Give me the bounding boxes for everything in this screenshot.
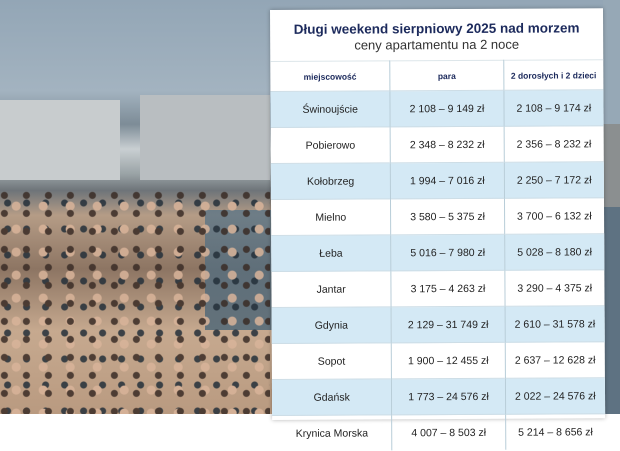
cell-town: Gdańsk <box>271 378 392 416</box>
building <box>140 95 270 180</box>
cell-family-price: 2 356 – 8 232 zł <box>503 125 604 163</box>
cell-town: Gdynia <box>271 306 392 344</box>
cell-town: Jantar <box>271 270 392 308</box>
table-row: Łeba 5 016 – 7 980 zł 5 028 – 8 180 zł <box>271 233 605 272</box>
cell-couple-price: 2 108 – 9 149 zł <box>390 90 504 127</box>
cell-family-price: 2 108 – 9 174 zł <box>503 89 604 127</box>
column-header-couple: para <box>390 60 504 91</box>
price-table-panel: Długi weekend sierpniowy 2025 nad morzem… <box>270 8 606 451</box>
table-title: Długi weekend sierpniowy 2025 nad morzem <box>293 20 580 37</box>
photo-edge <box>603 0 620 414</box>
table-row: Gdynia 2 129 – 31 749 zł 2 610 – 31 578 zł <box>271 305 605 344</box>
table-subtitle: ceny apartamentu na 2 noce <box>354 36 520 53</box>
table-row: Świnoujście 2 108 – 9 149 zł 2 108 – 9 174… <box>270 89 604 128</box>
table-row: Pobierowo 2 348 – 8 232 zł 2 356 – 8 232 z… <box>270 125 604 164</box>
building <box>0 100 120 180</box>
cell-family-price: 2 022 – 24 576 zł <box>505 377 606 415</box>
column-header-town: miejscowość <box>270 60 391 92</box>
cell-town: Świnoujście <box>270 90 391 128</box>
header-row: miejscowość para 2 dorosłych i 2 dzieci <box>270 59 604 92</box>
table-row: Gdańsk 1 773 – 24 576 zł 2 022 – 24 576 zł <box>271 377 606 416</box>
beach-crowd <box>0 190 270 414</box>
column-header-family: 2 dorosłych i 2 dzieci <box>503 59 604 91</box>
table-row: Sopot 1 900 – 12 455 zł 2 637 – 12 628 zł <box>271 341 605 380</box>
cell-family-price: 3 700 – 6 132 zł <box>504 197 605 235</box>
cell-couple-price: 2 129 – 31 749 zł <box>391 306 505 343</box>
cell-family-price: 3 290 – 4 375 zł <box>504 269 605 307</box>
cell-town: Pobierowo <box>270 126 391 164</box>
table-row: Jantar 3 175 – 4 263 zł 3 290 – 4 375 zł <box>271 269 605 308</box>
cell-couple-price: 3 580 – 5 375 zł <box>390 198 505 235</box>
cell-couple-price: 1 900 – 12 455 zł <box>391 342 506 379</box>
table-row: Mielno 3 580 – 5 375 zł 3 700 – 6 132 zł <box>270 197 605 236</box>
cell-family-price: 2 610 – 31 578 zł <box>504 305 605 343</box>
cell-family-price: 5 214 – 8 656 zł <box>505 413 606 450</box>
table-row: Kołobrzeg 1 994 – 7 016 zł 2 250 – 7 172 z… <box>270 161 604 200</box>
price-table: miejscowość para 2 dorosłych i 2 dzieci … <box>270 59 606 451</box>
cell-family-price: 5 028 – 8 180 zł <box>504 233 605 271</box>
cell-town: Sopot <box>271 342 392 380</box>
cell-town: Mielno <box>270 198 392 236</box>
cell-couple-price: 1 994 – 7 016 zł <box>390 162 505 199</box>
cell-family-price: 2 637 – 12 628 zł <box>504 341 605 379</box>
cell-couple-price: 5 016 – 7 980 zł <box>391 234 505 271</box>
cell-town: Krynica Morska <box>272 414 393 451</box>
cell-couple-price: 1 773 – 24 576 zł <box>391 378 506 415</box>
cell-family-price: 2 250 – 7 172 zł <box>503 161 604 199</box>
cell-town: Kołobrzeg <box>270 162 391 200</box>
cell-couple-price: 3 175 – 4 263 zł <box>391 270 505 307</box>
table-row: Krynica Morska 4 007 – 8 503 zł 5 214 – 8 … <box>272 413 606 451</box>
cell-town: Łeba <box>271 234 392 272</box>
cell-couple-price: 4 007 – 8 503 zł <box>391 414 506 451</box>
cell-couple-price: 2 348 – 8 232 zł <box>390 126 504 163</box>
